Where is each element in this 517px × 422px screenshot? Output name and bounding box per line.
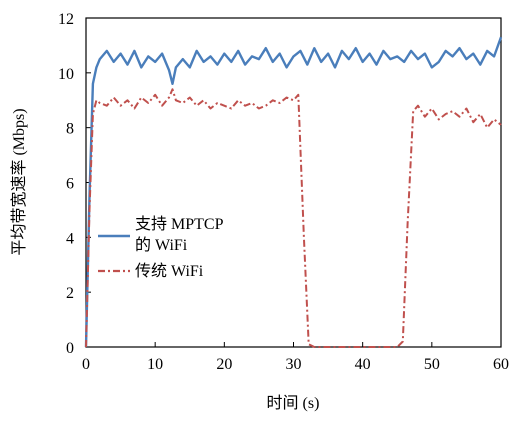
x-tick-label: 20 — [216, 356, 232, 373]
y-tick-label: 4 — [66, 230, 74, 247]
x-axis-label: 时间 (s) — [267, 394, 320, 412]
x-tick-label: 60 — [493, 356, 509, 373]
axis-ticks: 0 10 20 30 40 50 60 0 2 4 6 8 10 12 — [58, 11, 509, 373]
x-tick-label: 40 — [355, 356, 371, 373]
legend-label-traditional: 传统 WiFi — [135, 262, 204, 280]
series-line-mptcp-wifi — [84, 36, 503, 348]
y-axis-label: 平均带宽速率 (Mbps) — [10, 108, 28, 255]
y-tick-label: 10 — [58, 66, 74, 83]
legend: 支持 MPTCP 的 WiFi 传统 WiFi — [98, 215, 224, 280]
x-tick-label: 30 — [286, 356, 302, 373]
y-tick-label: 6 — [66, 176, 74, 193]
plot-frame — [85, 17, 502, 348]
x-tick-label: 50 — [424, 356, 440, 373]
legend-label-mptcp-line1: 支持 MPTCP — [135, 215, 224, 233]
x-tick-label: 0 — [82, 356, 90, 373]
y-tick-label: 12 — [58, 11, 74, 28]
legend-label-mptcp-line2: 的 WiFi — [135, 236, 188, 254]
series-layer — [84, 36, 503, 348]
x-tick-label: 10 — [147, 356, 163, 373]
y-tick-label: 8 — [66, 121, 74, 138]
y-tick-label: 2 — [66, 285, 74, 302]
series-line-traditional-wifi — [85, 88, 502, 348]
y-tick-label: 0 — [66, 340, 74, 357]
